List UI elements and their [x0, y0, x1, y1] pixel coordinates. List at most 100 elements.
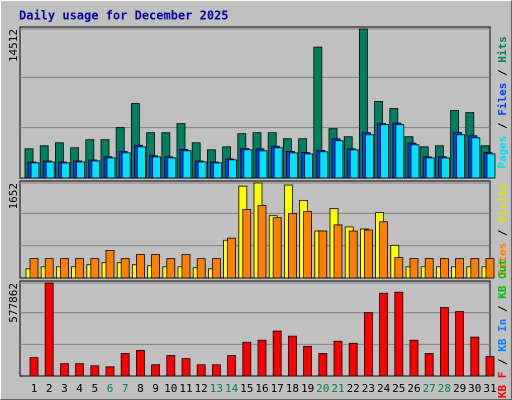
bar [394, 291, 404, 377]
bar [379, 292, 389, 377]
x-tick-label: 10 [164, 382, 177, 395]
bar [485, 258, 495, 279]
x-tick-label: 23 [362, 382, 375, 395]
bar [75, 363, 84, 377]
bar [333, 340, 343, 377]
x-tick-label: 13 [210, 382, 223, 395]
x-tick-label: 8 [137, 382, 144, 395]
bar [61, 162, 70, 179]
bar [348, 230, 358, 279]
x-tick-label: 26 [407, 382, 420, 395]
x-tick-label: 15 [240, 382, 253, 395]
bar [151, 254, 161, 279]
y-tick-label: 1652 [7, 183, 20, 210]
legend-entry: Files [496, 83, 509, 116]
x-tick-label: 4 [76, 382, 83, 395]
bar [470, 258, 480, 279]
x-tick-label: 16 [255, 382, 268, 395]
bar [166, 355, 176, 377]
bar [76, 161, 85, 179]
x-tick-label: 30 [468, 382, 481, 395]
bar [363, 312, 373, 377]
x-tick-label: 11 [179, 382, 192, 395]
bar [258, 150, 268, 179]
x-tick-label: 25 [392, 382, 405, 395]
bar [29, 357, 39, 377]
bar [425, 157, 435, 179]
bar [167, 157, 177, 179]
chart-title: Daily usage for December 2025 [19, 9, 229, 23]
x-tick-label: 28 [438, 382, 451, 395]
bar [272, 217, 282, 279]
bar [257, 205, 267, 279]
x-tick-label: 24 [377, 382, 391, 395]
bar [211, 364, 221, 377]
legend-entry: Visits [496, 183, 509, 223]
bar [333, 224, 343, 279]
legend-entry: Pages [496, 136, 509, 169]
x-tick-label: 19 [301, 382, 314, 395]
legend-entry: KB Out [496, 259, 509, 299]
legend-entry: KB In [496, 319, 509, 352]
bar [121, 152, 131, 179]
bar [105, 366, 115, 377]
bar [44, 282, 54, 377]
bar [120, 258, 130, 279]
bar [181, 358, 191, 377]
bar [455, 258, 465, 279]
bar [440, 157, 450, 179]
bar [287, 213, 297, 279]
bar [409, 258, 419, 279]
bar [318, 353, 328, 377]
bar [439, 307, 449, 377]
bar [211, 258, 221, 279]
bar [410, 144, 420, 179]
legend-entry: KB F [496, 372, 509, 399]
bar [424, 353, 434, 377]
x-tick-label: 1 [31, 382, 38, 395]
bar [485, 356, 495, 377]
bar [304, 153, 314, 179]
bar [395, 124, 405, 179]
x-tick-label: 20 [316, 382, 329, 395]
bar [257, 339, 267, 377]
bar [471, 137, 481, 179]
legend: Pages / Files / Hits [496, 36, 509, 169]
bar [394, 257, 404, 279]
bar [90, 365, 100, 377]
bar [196, 258, 206, 279]
bar [287, 335, 297, 377]
bar [228, 159, 238, 179]
x-tick-label: 22 [347, 382, 360, 395]
bar [227, 237, 237, 279]
bar [456, 134, 466, 179]
bar [152, 156, 162, 179]
bar [29, 258, 39, 279]
x-tick-label: 12 [195, 382, 208, 395]
bar [243, 149, 253, 179]
legend-separator: / [496, 116, 509, 136]
bar [151, 364, 161, 377]
legend-separator: / [496, 352, 509, 372]
bar [486, 153, 496, 179]
legend: KB F / KB In / KB Out [496, 259, 509, 398]
bar [409, 339, 419, 377]
bar [227, 355, 237, 377]
bar [319, 151, 329, 179]
bar [212, 162, 222, 179]
legend-separator: / [496, 299, 509, 319]
bar [272, 330, 282, 377]
bar [60, 363, 69, 377]
bar [91, 160, 101, 179]
bar [318, 230, 328, 279]
legend: Sites / Visits [496, 183, 509, 276]
x-tick-label: 27 [423, 382, 436, 395]
x-tick-label: 31 [483, 382, 496, 395]
bar [242, 341, 252, 377]
bar [182, 150, 192, 179]
bar [105, 249, 115, 279]
bar [303, 345, 313, 377]
